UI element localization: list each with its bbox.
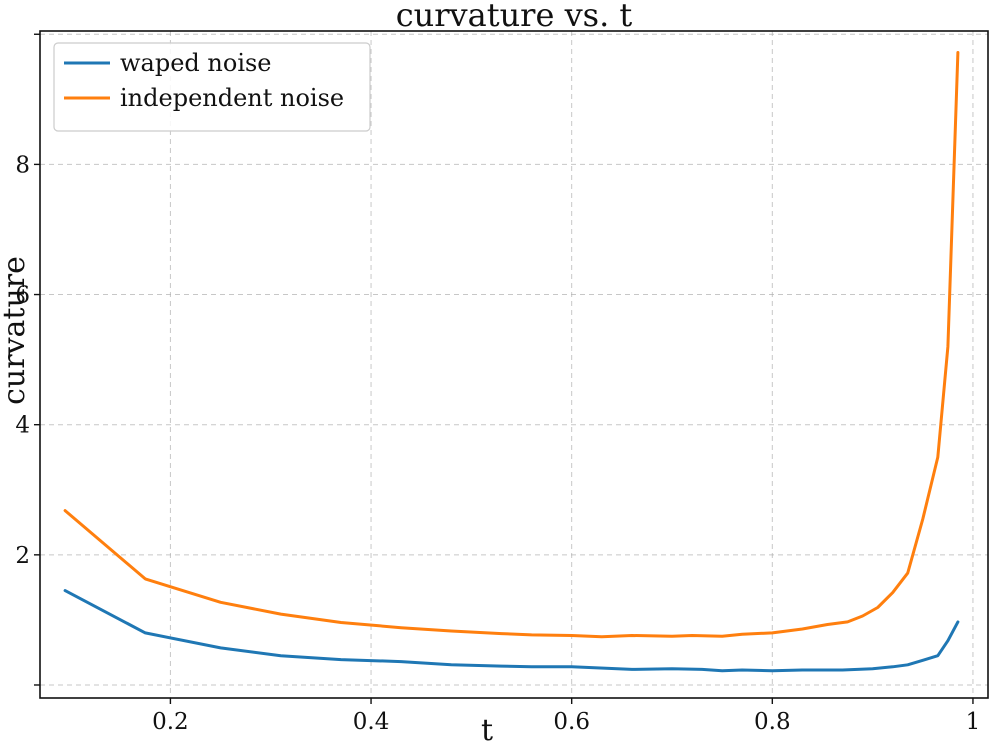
tick-labels: 0.2 0.4 0.6 0.8 1 2 4 6 8 [15,152,980,735]
legend-items: waped noise independent noise [64,49,344,112]
grid-lines [40,31,988,698]
y-tick-label: 6 [15,283,30,309]
plot-frame [39,30,989,699]
legend-label-1: waped noise [120,49,272,77]
axis-ticks [34,33,974,704]
y-tick-label: 8 [15,152,30,178]
series-line-2 [63,51,960,639]
chart-title: curvature vs. t [396,0,633,34]
y-tick-label: 4 [15,413,30,439]
series-line-1 [63,589,960,673]
x-axis-title: t [481,713,493,748]
x-tick-label: 0.4 [353,709,390,735]
series-lines [63,51,960,673]
x-tick-label: 0.2 [152,709,189,735]
x-tick-label: 0.6 [553,709,590,735]
legend-box [53,42,371,132]
legend: waped noise independent noise [53,42,371,132]
x-tick-label: 1 [966,709,981,735]
y-axis-title: curvature [0,256,32,405]
y-tick-label: 2 [15,543,30,569]
legend-label-2: independent noise [120,84,344,112]
x-tick-label: 0.8 [754,709,791,735]
